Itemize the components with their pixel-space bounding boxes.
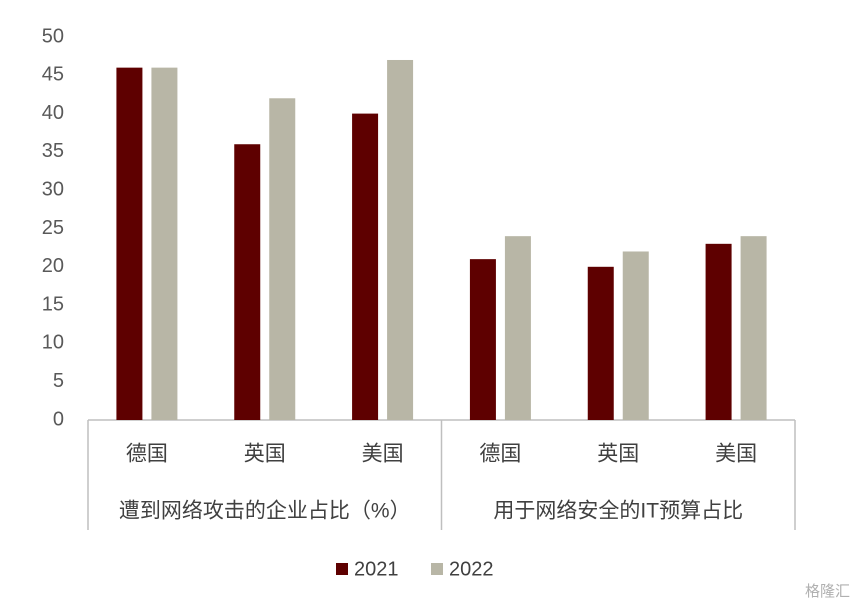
y-tick-label: 15 bbox=[42, 293, 64, 315]
bar bbox=[269, 98, 296, 420]
y-tick-label: 50 bbox=[42, 25, 64, 47]
bar bbox=[151, 67, 178, 420]
bar bbox=[387, 59, 414, 420]
bar bbox=[587, 266, 614, 420]
legend-swatch bbox=[336, 563, 348, 575]
y-tick-label: 40 bbox=[42, 102, 64, 124]
y-tick-label: 35 bbox=[42, 140, 64, 162]
x-tick-label: 英国 bbox=[597, 443, 639, 466]
y-tick-label: 45 bbox=[42, 64, 64, 86]
bar bbox=[469, 259, 496, 420]
y-tick-label: 20 bbox=[42, 255, 64, 277]
group-label: 遭到网络攻击的企业占比（%） bbox=[119, 500, 411, 523]
legend-label: 2021 bbox=[354, 558, 399, 580]
y-tick-label: 10 bbox=[42, 332, 64, 354]
y-tick-label: 5 bbox=[53, 370, 64, 392]
y-tick-label: 30 bbox=[42, 178, 64, 200]
bar bbox=[705, 243, 732, 420]
bar bbox=[234, 144, 261, 421]
bar bbox=[622, 251, 649, 420]
y-tick-label: 0 bbox=[53, 408, 64, 430]
x-tick-label: 美国 bbox=[715, 443, 757, 466]
bar bbox=[740, 236, 767, 420]
legend-label: 2022 bbox=[449, 558, 494, 580]
bar bbox=[504, 236, 531, 420]
watermark: 格隆汇 bbox=[805, 583, 850, 600]
x-tick-label: 美国 bbox=[362, 443, 404, 466]
x-tick-label: 英国 bbox=[244, 443, 286, 466]
y-tick-label: 25 bbox=[42, 217, 64, 239]
bar bbox=[116, 67, 143, 420]
x-tick-label: 德国 bbox=[479, 443, 521, 466]
bar bbox=[352, 113, 379, 420]
group-label: 用于网络安全的IT预算占比 bbox=[493, 500, 743, 523]
legend-swatch bbox=[431, 563, 443, 575]
x-tick-label: 德国 bbox=[126, 443, 168, 466]
